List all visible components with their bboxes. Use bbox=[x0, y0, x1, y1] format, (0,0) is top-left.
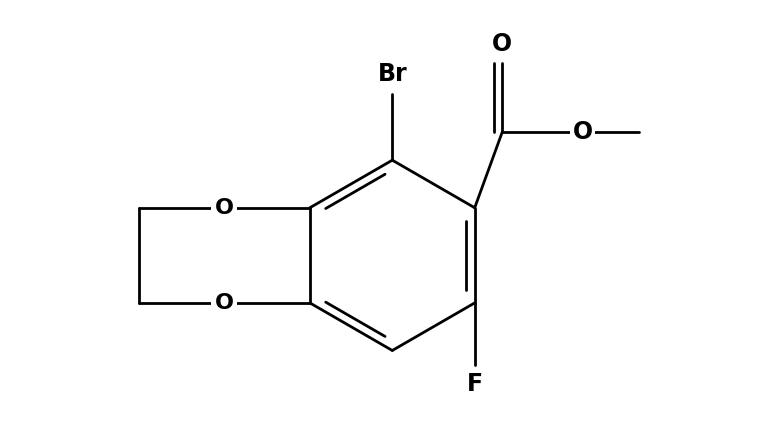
Text: F: F bbox=[467, 372, 483, 396]
Text: O: O bbox=[573, 120, 593, 144]
Text: O: O bbox=[215, 293, 233, 313]
Text: O: O bbox=[492, 32, 513, 56]
Text: Br: Br bbox=[377, 62, 407, 86]
Text: O: O bbox=[215, 198, 233, 218]
